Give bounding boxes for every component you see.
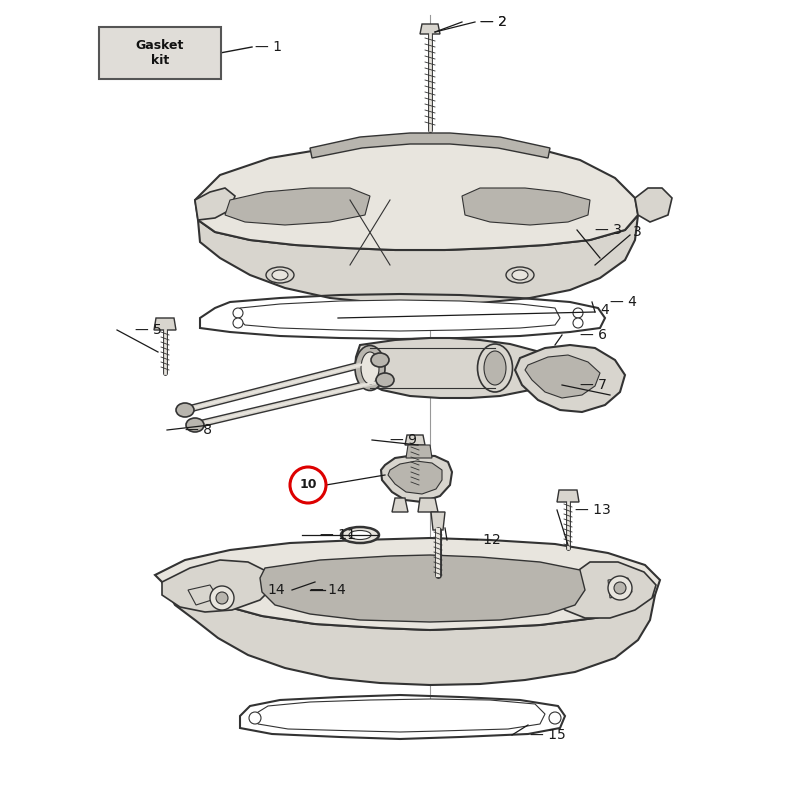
Polygon shape: [406, 445, 432, 458]
Text: — 12: — 12: [465, 533, 501, 547]
Circle shape: [233, 318, 243, 328]
Text: — 13: — 13: [575, 503, 610, 517]
Text: — 3: — 3: [595, 223, 622, 237]
Polygon shape: [392, 498, 408, 512]
Ellipse shape: [341, 527, 379, 543]
Polygon shape: [355, 338, 558, 398]
Text: 14: 14: [267, 583, 285, 597]
Polygon shape: [381, 455, 452, 502]
Text: — 4: — 4: [610, 295, 637, 309]
Ellipse shape: [186, 418, 204, 432]
Polygon shape: [555, 562, 656, 618]
Text: 10: 10: [299, 478, 317, 491]
Polygon shape: [225, 188, 370, 225]
Polygon shape: [310, 133, 550, 158]
Circle shape: [210, 586, 234, 610]
Polygon shape: [198, 215, 638, 305]
Polygon shape: [155, 538, 660, 630]
Ellipse shape: [376, 373, 394, 387]
Polygon shape: [162, 582, 655, 685]
Ellipse shape: [176, 403, 194, 417]
Text: — 14: — 14: [310, 583, 346, 597]
Text: — 2: — 2: [480, 15, 507, 29]
Ellipse shape: [272, 270, 288, 280]
Ellipse shape: [371, 353, 389, 367]
Polygon shape: [154, 318, 176, 330]
Ellipse shape: [355, 346, 385, 390]
Polygon shape: [557, 490, 579, 502]
Text: — 7: — 7: [580, 378, 607, 392]
Polygon shape: [195, 188, 235, 220]
Ellipse shape: [478, 344, 513, 392]
Polygon shape: [515, 345, 625, 412]
Polygon shape: [255, 699, 545, 732]
Circle shape: [614, 582, 626, 594]
Text: — 15: — 15: [530, 728, 566, 742]
Ellipse shape: [512, 270, 528, 280]
Ellipse shape: [506, 267, 534, 283]
Text: — 9: — 9: [390, 433, 417, 447]
Ellipse shape: [266, 267, 294, 283]
Circle shape: [608, 576, 632, 600]
Text: — 8: — 8: [185, 423, 212, 437]
Polygon shape: [462, 188, 590, 225]
Polygon shape: [420, 24, 440, 34]
Text: — 6: — 6: [580, 328, 607, 342]
Polygon shape: [431, 512, 445, 530]
FancyBboxPatch shape: [99, 27, 221, 79]
Polygon shape: [525, 355, 600, 398]
Circle shape: [216, 592, 228, 604]
Polygon shape: [635, 188, 672, 222]
Polygon shape: [260, 555, 585, 622]
Circle shape: [573, 308, 583, 318]
Polygon shape: [418, 498, 438, 512]
Polygon shape: [388, 461, 442, 494]
Polygon shape: [405, 435, 425, 445]
Text: — 11: — 11: [320, 528, 356, 542]
Ellipse shape: [349, 530, 371, 539]
Polygon shape: [195, 142, 638, 250]
Circle shape: [233, 308, 243, 318]
Text: — 1: — 1: [255, 40, 282, 54]
Polygon shape: [608, 578, 632, 598]
Polygon shape: [238, 300, 560, 331]
Circle shape: [549, 712, 561, 724]
Ellipse shape: [484, 351, 506, 385]
Text: — 5: — 5: [135, 323, 162, 337]
Circle shape: [573, 318, 583, 328]
Circle shape: [249, 712, 261, 724]
Text: Gasket
kit: Gasket kit: [136, 39, 184, 67]
Polygon shape: [188, 585, 218, 605]
Ellipse shape: [361, 352, 379, 384]
Text: — 2: — 2: [480, 15, 507, 29]
Text: 4: 4: [600, 303, 609, 317]
Polygon shape: [162, 560, 272, 612]
Text: 3: 3: [633, 225, 642, 239]
